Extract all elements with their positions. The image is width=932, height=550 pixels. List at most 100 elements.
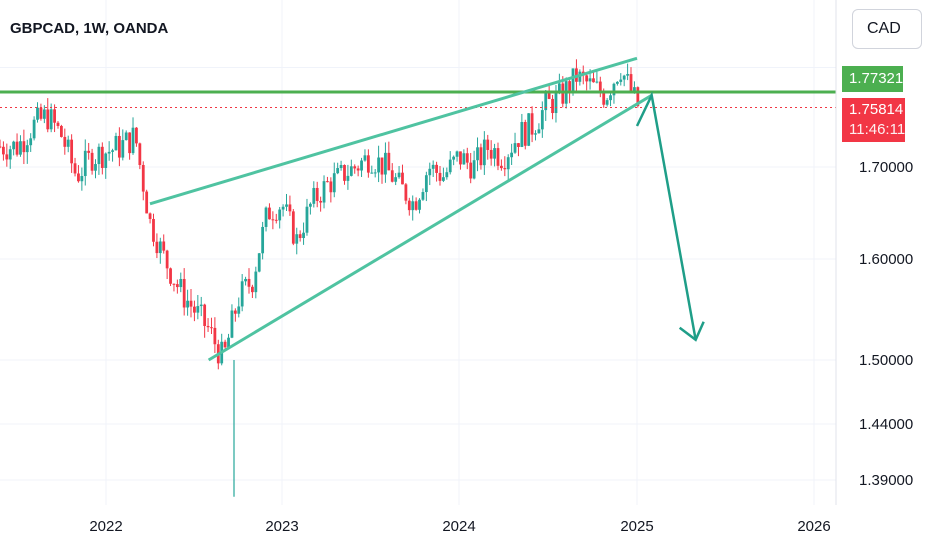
candle-body xyxy=(407,200,411,211)
candle-body xyxy=(206,325,210,328)
axes-layer: 1.70000 1.60000 1.50000 1.44000 1.39000 2022 2… xyxy=(89,0,913,535)
candle-body xyxy=(339,165,343,169)
candle-body xyxy=(319,200,323,203)
y-tick-label: 1.50000 xyxy=(859,352,913,369)
candle-body xyxy=(291,211,295,244)
candle-body xyxy=(0,146,2,148)
candle-body xyxy=(442,177,445,181)
currency-button[interactable]: CAD xyxy=(852,9,922,49)
candle-body xyxy=(496,148,500,166)
candle-body xyxy=(189,300,193,307)
candle-body xyxy=(66,139,70,147)
candle-body xyxy=(428,168,432,176)
candle-body xyxy=(285,204,288,207)
candle-body xyxy=(63,136,67,147)
candle-body xyxy=(165,250,169,269)
candle-body xyxy=(152,218,155,242)
candle-body xyxy=(527,113,531,146)
candle-body xyxy=(598,81,602,93)
last-price-value: 1.75814 xyxy=(849,101,904,118)
candle-body xyxy=(298,234,302,239)
candle-body xyxy=(268,207,271,220)
candle-body xyxy=(312,187,316,204)
candle-body xyxy=(394,177,398,182)
candle-body xyxy=(104,153,108,168)
candle-body xyxy=(462,153,466,165)
candle-body xyxy=(169,268,172,284)
candle-body xyxy=(568,81,572,92)
candle-body xyxy=(349,166,353,176)
candle-body xyxy=(561,83,565,104)
candle-body xyxy=(353,166,357,169)
candle-body xyxy=(193,306,196,313)
candle-body xyxy=(534,133,537,135)
resistance-price-value: 1.77321 xyxy=(849,70,904,87)
candle-body xyxy=(506,157,510,170)
candle-body xyxy=(90,152,94,171)
last-price-tag: 1.75814 11:46:11 xyxy=(842,98,906,142)
candle-body xyxy=(230,310,234,338)
candle-body xyxy=(210,327,213,329)
candle-body xyxy=(510,152,514,158)
candle-body xyxy=(476,147,479,161)
candle-body xyxy=(622,75,626,80)
candle-body xyxy=(148,213,152,219)
candle-body xyxy=(80,176,84,182)
candle-body xyxy=(380,157,384,175)
candle-body xyxy=(547,93,551,99)
candle-body xyxy=(612,83,616,96)
candle-body xyxy=(472,160,476,179)
candle-body xyxy=(346,175,350,181)
projection-arrow[interactable] xyxy=(635,91,697,341)
candle-body xyxy=(438,172,442,181)
candle-body xyxy=(247,278,251,287)
candle-body xyxy=(513,143,517,153)
candle-body xyxy=(387,152,391,171)
x-tick-label: 2022 xyxy=(89,518,122,535)
candle-body xyxy=(445,172,449,178)
candle-body xyxy=(421,192,425,200)
upper-trendline[interactable] xyxy=(149,56,638,206)
drawing-overlays[interactable] xyxy=(0,56,836,362)
candle-body xyxy=(162,241,166,251)
x-tick-label: 2024 xyxy=(442,518,475,535)
candle-body xyxy=(479,147,483,166)
candle-body xyxy=(94,164,97,171)
candle-body xyxy=(537,129,541,134)
candle-body xyxy=(571,68,575,92)
lower-trendline[interactable] xyxy=(207,94,653,362)
candle-body xyxy=(42,109,46,119)
candle-body xyxy=(308,203,312,207)
candle-body xyxy=(271,219,275,221)
candle-body xyxy=(336,168,340,174)
candle-body xyxy=(482,139,486,166)
candle-body xyxy=(295,234,299,244)
candle-body xyxy=(196,306,200,313)
candle-body xyxy=(626,74,629,76)
candle-body xyxy=(73,163,77,174)
candle-body xyxy=(8,149,12,160)
candle-body xyxy=(605,100,609,105)
candle-body xyxy=(452,156,456,160)
candle-body xyxy=(203,304,207,326)
candle-body xyxy=(523,122,527,146)
candle-body xyxy=(404,184,408,201)
candle-body xyxy=(540,110,544,130)
candle-body xyxy=(274,219,278,221)
candle-body xyxy=(254,271,258,293)
candles-layer xyxy=(0,59,640,497)
candle-body xyxy=(629,74,633,91)
candle-body xyxy=(278,209,282,221)
candle-body xyxy=(175,284,179,288)
candle-body xyxy=(22,141,26,153)
projection-arrowhead xyxy=(678,321,705,342)
candle-body xyxy=(25,145,29,153)
y-tick-label: 1.44000 xyxy=(859,416,913,433)
candle-body xyxy=(240,281,244,307)
candle-body xyxy=(237,306,241,314)
candle-body xyxy=(281,206,285,210)
candle-body xyxy=(401,172,404,185)
candle-body xyxy=(264,207,268,227)
bar-countdown: 11:46:11 xyxy=(849,121,906,138)
